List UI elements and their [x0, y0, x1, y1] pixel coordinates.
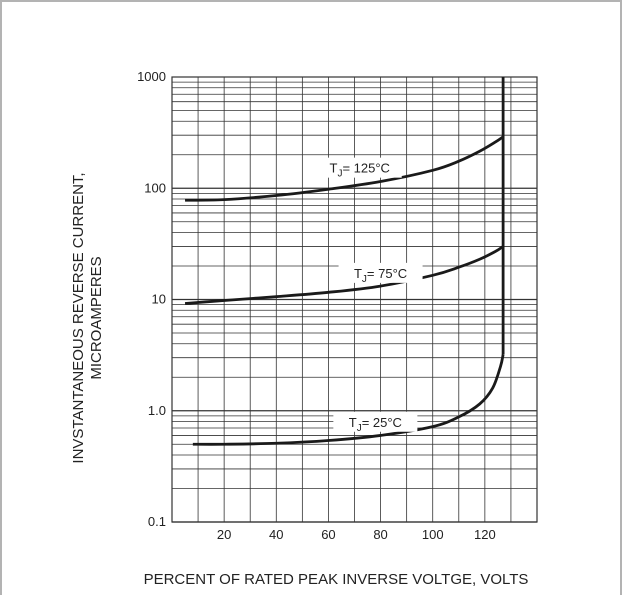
series-label-text: TJ= 125°C [329, 161, 389, 180]
x-axis-title: PERCENT OF RATED PEAK INVERSE VOLTGE, VO… [144, 571, 529, 588]
curve-labels: TJ= 125°C TJ= 75°C TJ= 25°C [317, 157, 423, 434]
y-axis-title-line-2: MICROAMPERES [88, 256, 105, 379]
series-label-text: TJ= 75°C [354, 266, 407, 285]
y-tick-label: 10 [152, 292, 166, 307]
x-tick-label: 80 [373, 527, 387, 542]
series-label-bg [333, 411, 418, 432]
y-tick-label: 1.0 [148, 403, 166, 418]
x-tick-label: 40 [269, 527, 283, 542]
series-label-bg [317, 157, 402, 178]
curves [184, 77, 505, 446]
tick-labels: 20 40 60 80 100 120 1000 100 10 1.0 0.1 [137, 69, 496, 542]
x-tick-label: 120 [474, 527, 496, 542]
y-axis-title-line-1: INVSTANTANEOUS REVERSE CURRENT, [70, 172, 87, 463]
x-tick-label: 20 [217, 527, 231, 542]
series-line-0 [185, 135, 504, 202]
series-line-2 [192, 354, 505, 446]
x-tick-label: 60 [321, 527, 335, 542]
x-tick-label: 100 [422, 527, 444, 542]
series-label-0: TJ= 125°C [317, 157, 402, 180]
y-tick-label: 1000 [137, 69, 166, 84]
plot-border [171, 76, 538, 523]
series-label-1: TJ= 75°C [338, 262, 423, 285]
y-tick-label: 0.1 [148, 514, 166, 529]
series-label-2: TJ= 25°C [333, 411, 418, 434]
series-label-bg [338, 262, 423, 283]
series-label-text: TJ= 25°C [349, 415, 402, 434]
y-tick-label: 100 [144, 180, 166, 195]
